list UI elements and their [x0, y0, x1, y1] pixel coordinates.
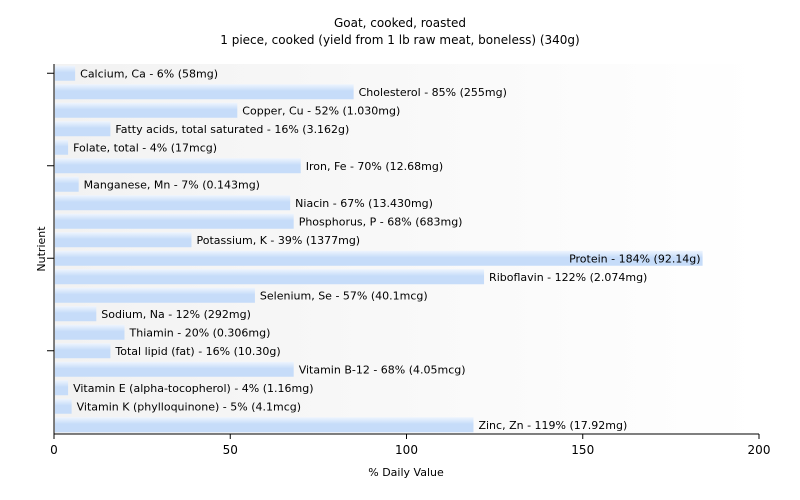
bar-19 [55, 398, 72, 414]
bar-2 [55, 84, 354, 100]
bar-label-13: Selenium, Se - 57% (40.1mcg) [260, 289, 428, 302]
bar-3 [55, 102, 238, 118]
bar-label-16: Total lipid (fat) - 16% (10.30g) [114, 345, 280, 358]
bar-20 [55, 417, 474, 433]
bar-7 [55, 176, 79, 192]
bar-4 [55, 121, 111, 137]
bar-label-3: Copper, Cu - 52% (1.030mg) [242, 104, 400, 117]
bar-5 [55, 139, 69, 155]
bar-labels-layer: Calcium, Ca - 6% (58mg) Cholesterol - 85%… [73, 67, 701, 432]
bar-18 [55, 380, 69, 396]
bar-label-15: Thiamin - 20% (0.306mg) [129, 326, 271, 339]
bar-6 [55, 158, 301, 174]
y-ticks-layer [47, 72, 54, 352]
bars-layer [55, 65, 703, 433]
bar-14 [55, 306, 97, 322]
bar-label-12: Riboflavin - 122% (2.074mg) [489, 271, 647, 284]
bar-8 [55, 195, 291, 211]
bar-12 [55, 269, 485, 285]
bar-label-18: Vitamin E (alpha-tocopherol) - 4% (1.16m… [73, 382, 313, 395]
x-tick-label-3: 100 [395, 443, 418, 457]
bar-label-4: Fatty acids, total saturated - 16% (3.16… [115, 123, 349, 136]
bar-label-14: Sodium, Na - 12% (292mg) [101, 308, 251, 321]
bar-label-11: Protein - 184% (92.14g) [569, 252, 701, 265]
x-tick-label-4: 150 [571, 443, 594, 457]
x-axis-title: % Daily Value [368, 466, 444, 479]
bar-16 [55, 343, 111, 359]
bar-17 [55, 361, 294, 377]
x-tick-label-5: 200 [748, 443, 771, 457]
chart-title: Goat, cooked, roasted [334, 16, 466, 30]
bar-label-8: Niacin - 67% (13.430mg) [295, 197, 433, 210]
bar-label-5: Folate, total - 4% (17mcg) [73, 141, 217, 154]
bar-1 [55, 65, 76, 81]
bar-label-6: Iron, Fe - 70% (12.68mg) [306, 160, 443, 173]
x-tick-label-2: 50 [223, 443, 238, 457]
bar-9 [55, 213, 294, 229]
bar-10 [55, 232, 192, 248]
chart-subtitle: 1 piece, cooked (yield from 1 lb raw mea… [220, 33, 579, 47]
bar-label-2: Cholesterol - 85% (255mg) [359, 86, 507, 99]
bar-13 [55, 287, 255, 303]
bar-11 [55, 250, 703, 266]
bar-label-20: Zinc, Zn - 119% (17.92mg) [478, 419, 627, 432]
plot-area [54, 64, 759, 434]
bar-label-9: Phosphorus, P - 68% (683mg) [299, 215, 463, 228]
bar-label-19: Vitamin K (phylloquinone) - 5% (4.1mcg) [77, 400, 301, 413]
y-axis-title: Nutrient [35, 226, 48, 272]
bar-label-1: Calcium, Ca - 6% (58mg) [80, 67, 218, 80]
bar-label-17: Vitamin B-12 - 68% (4.05mcg) [299, 363, 466, 376]
bar-15 [55, 324, 125, 340]
x-ticks-layer: 0 50 100 150 200 [50, 434, 770, 457]
x-tick-label-1: 0 [50, 443, 58, 457]
bar-label-10: Potassium, K - 39% (1377mg) [196, 234, 360, 247]
bar-label-7: Manganese, Mn - 7% (0.143mg) [84, 178, 260, 191]
